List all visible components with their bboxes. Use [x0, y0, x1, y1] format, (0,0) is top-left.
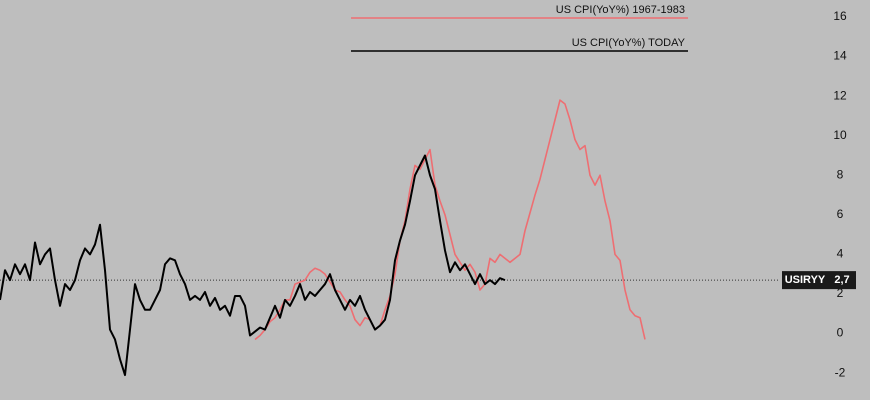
- y-tick-label: 2: [837, 286, 844, 300]
- y-tick-label: 4: [837, 247, 844, 261]
- y-tick-label: 14: [833, 49, 847, 63]
- series-line: [0, 154, 506, 377]
- current-value-label: 2,7: [834, 274, 849, 286]
- y-tick-label: 12: [833, 88, 847, 102]
- legend-label: US CPI(YoY%) TODAY: [572, 37, 686, 49]
- y-tick-label: 16: [833, 9, 847, 23]
- y-tick-label: 10: [833, 128, 847, 142]
- current-name-box: [782, 271, 828, 290]
- current-value-box: [828, 271, 856, 290]
- series-line: [254, 99, 646, 341]
- y-tick-label: 8: [837, 167, 844, 181]
- y-tick-label: 0: [837, 326, 844, 340]
- y-tick-label: 6: [837, 207, 844, 221]
- current-name: USIRYY: [785, 274, 826, 286]
- y-tick-label: -2: [835, 365, 846, 379]
- legend-label: US CPI(YoY%) 1967-1983: [556, 4, 685, 16]
